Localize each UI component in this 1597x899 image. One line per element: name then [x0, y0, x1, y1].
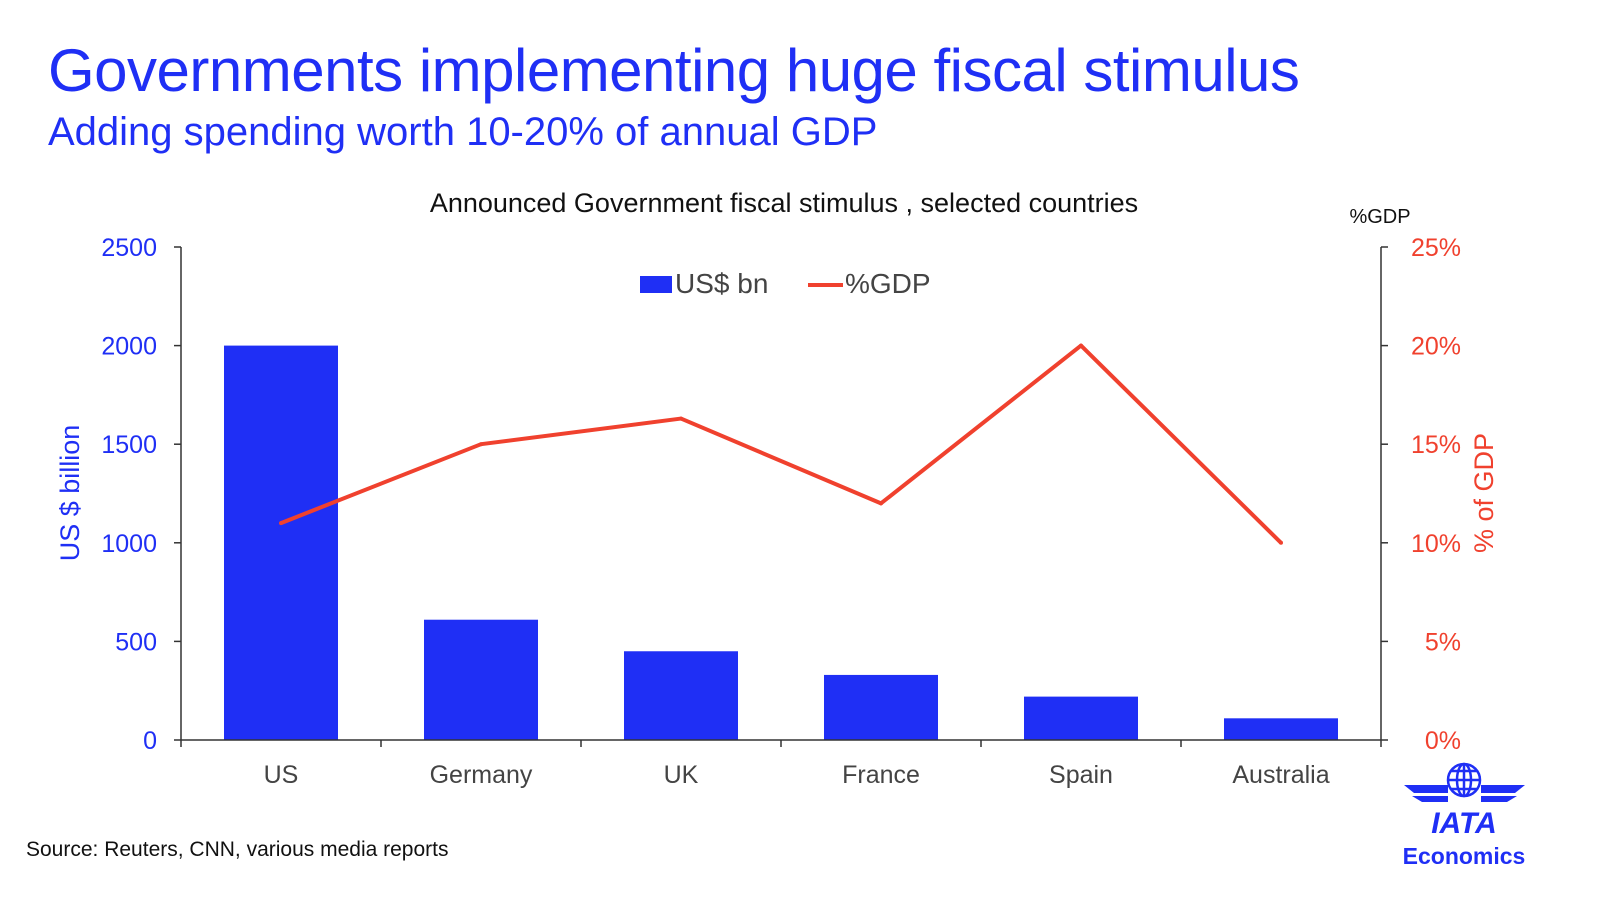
gdp-point-australia — [1279, 540, 1283, 545]
gdp-point-germany — [479, 442, 483, 447]
gdp-point-france — [879, 501, 883, 506]
right-tick-label: 0% — [1425, 727, 1461, 755]
bar-france — [824, 674, 938, 740]
right-tick-label: 25% — [1411, 234, 1461, 262]
legend-line-label: %GDP — [845, 268, 931, 299]
x-tick-label: France — [842, 761, 920, 789]
bar-uk — [624, 651, 738, 740]
right-wing-icon — [1481, 785, 1525, 802]
gdp-point-spain — [1079, 343, 1083, 348]
gdp-line — [280, 343, 1283, 545]
bar-spain — [1024, 696, 1138, 740]
gdp-point-uk — [679, 416, 683, 421]
right-tick-label: 20% — [1411, 333, 1461, 361]
slide-subtitle: Adding spending worth 10-20% of annual G… — [48, 110, 878, 154]
left-tick-label: 0 — [143, 727, 157, 755]
iata-logo: IATA Economics — [1403, 762, 1526, 869]
legend-bar-label: US$ bn — [675, 268, 768, 299]
right-tick-label: 15% — [1411, 431, 1461, 459]
chart-title: Announced Government fiscal stimulus , s… — [430, 188, 1138, 218]
right-axis-label: % of GDP — [1469, 433, 1499, 553]
legend-bar-swatch — [640, 276, 672, 293]
slide-title: Governments implementing huge fiscal sti… — [48, 37, 1300, 104]
plot-area: 0 500 1000 1500 2000 2500 0% 5% 10% 15% 20% 25% US Ge… — [101, 234, 1461, 789]
logo-name: IATA — [1431, 807, 1497, 840]
left-wing-icon — [1404, 785, 1448, 802]
gdp-point-us — [279, 521, 283, 526]
right-tick-label: 10% — [1411, 530, 1461, 558]
x-tick-label: Germany — [430, 761, 533, 789]
right-tick-label: 5% — [1425, 628, 1461, 656]
bar-us — [224, 345, 338, 740]
right-axis-title: %GDP — [1349, 206, 1410, 228]
left-tick-label: 2000 — [101, 333, 157, 361]
x-tick-label: Australia — [1232, 761, 1329, 789]
source-note: Source: Reuters, CNN, various media repo… — [26, 838, 449, 861]
globe-icon — [1446, 762, 1482, 798]
x-tick-label: US — [264, 761, 299, 789]
bar-australia — [1224, 718, 1338, 740]
legend: US$ bn %GDP — [640, 268, 931, 299]
left-axis-label: US $ billion — [55, 425, 85, 562]
x-tick-label: UK — [664, 761, 699, 789]
bar-germany — [424, 619, 538, 740]
left-tick-label: 2500 — [101, 234, 157, 262]
x-tick-label: Spain — [1049, 761, 1113, 789]
logo-sub: Economics — [1403, 843, 1526, 869]
left-tick-label: 1000 — [101, 530, 157, 558]
left-tick-label: 1500 — [101, 431, 157, 459]
left-tick-label: 500 — [115, 628, 157, 656]
